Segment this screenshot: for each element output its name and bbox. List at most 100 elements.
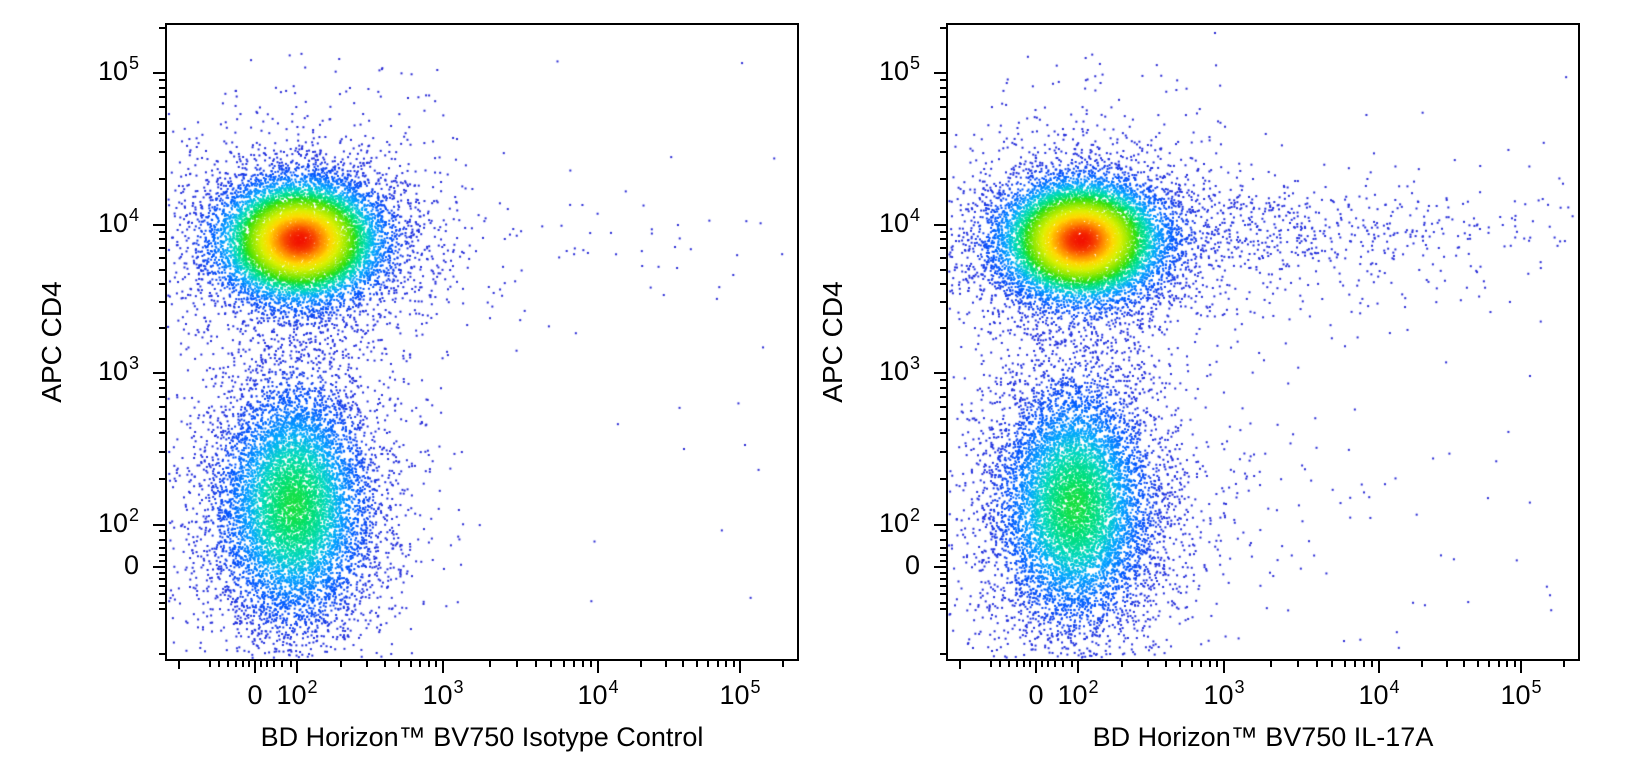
axis-tick bbox=[940, 151, 946, 154]
y-tick-label: 0 bbox=[123, 550, 139, 581]
axis-tick bbox=[1035, 661, 1037, 673]
axis-tick bbox=[442, 661, 444, 673]
axis-tick bbox=[159, 593, 165, 595]
axis-tick bbox=[254, 661, 256, 673]
axis-tick bbox=[1370, 661, 1373, 667]
axis-tick bbox=[940, 246, 946, 249]
axis-tick bbox=[589, 661, 592, 667]
tick-exponent: 2 bbox=[1088, 677, 1099, 697]
y-tick-label: 105 bbox=[97, 53, 139, 87]
axis-tick bbox=[159, 238, 165, 241]
axis-tick bbox=[266, 661, 268, 667]
axis-tick bbox=[159, 539, 165, 541]
axis-tick bbox=[1223, 661, 1225, 673]
tick-exponent: 3 bbox=[1234, 677, 1245, 697]
axis-tick bbox=[260, 661, 262, 667]
y-tick-label: 104 bbox=[97, 205, 139, 239]
axis-tick bbox=[409, 661, 412, 667]
axis-tick bbox=[398, 661, 401, 667]
axis-tick bbox=[940, 608, 946, 610]
axis-tick bbox=[427, 661, 430, 667]
axis-tick bbox=[940, 282, 946, 285]
axis-tick bbox=[990, 661, 992, 667]
axis-tick bbox=[707, 661, 710, 667]
axis-tick bbox=[940, 405, 946, 408]
plot-frame bbox=[165, 23, 799, 661]
axis-tick bbox=[1506, 661, 1509, 667]
axis-tick bbox=[159, 105, 165, 108]
y-tick-label: 105 bbox=[878, 53, 920, 87]
axis-tick bbox=[1047, 661, 1049, 667]
axis-tick bbox=[940, 230, 946, 233]
axis-tick bbox=[159, 608, 165, 610]
axis-tick bbox=[940, 560, 946, 562]
x-tick-label: 102 bbox=[276, 677, 318, 710]
axis-tick bbox=[1296, 661, 1299, 667]
axis-tick bbox=[1445, 661, 1448, 667]
axis-tick bbox=[153, 72, 165, 74]
axis-tick bbox=[227, 661, 229, 667]
axis-tick bbox=[159, 151, 165, 154]
axis-tick bbox=[159, 282, 165, 285]
axis-tick bbox=[940, 378, 946, 381]
axis-tick bbox=[159, 530, 165, 532]
axis-tick bbox=[940, 432, 946, 435]
tick-exponent: 5 bbox=[909, 53, 920, 74]
axis-tick bbox=[159, 432, 165, 435]
y-tick-label: 0 bbox=[904, 550, 920, 581]
axis-tick bbox=[999, 661, 1001, 667]
axis-tick bbox=[515, 661, 518, 667]
axis-tick bbox=[682, 661, 685, 667]
x-tick-label: 0 bbox=[1028, 680, 1044, 710]
axis-tick bbox=[1016, 661, 1018, 667]
axis-tick bbox=[1216, 661, 1219, 667]
tick-exponent: 4 bbox=[1389, 677, 1400, 697]
tick-exponent: 2 bbox=[307, 677, 318, 697]
tick-exponent: 5 bbox=[1531, 677, 1542, 697]
axis-tick bbox=[1179, 661, 1182, 667]
axis-tick bbox=[178, 661, 180, 669]
axis-tick bbox=[940, 178, 946, 181]
axis-tick bbox=[1520, 661, 1522, 673]
axis-tick bbox=[1208, 661, 1211, 667]
axis-tick bbox=[1488, 661, 1491, 667]
axis-tick bbox=[159, 378, 165, 381]
axis-tick bbox=[435, 661, 438, 667]
axis-tick bbox=[1190, 661, 1193, 667]
axis-tick bbox=[562, 661, 565, 667]
tick-exponent: 3 bbox=[453, 677, 464, 697]
axis-tick bbox=[1146, 661, 1149, 667]
axis-tick bbox=[248, 661, 250, 667]
axis-tick bbox=[940, 547, 946, 549]
axis-tick bbox=[940, 585, 946, 587]
axis-tick bbox=[159, 560, 165, 562]
x-tick-label: 104 bbox=[577, 677, 619, 710]
axis-tick bbox=[159, 327, 165, 330]
axis-tick bbox=[1513, 661, 1516, 667]
axis-tick bbox=[940, 327, 946, 330]
axis-tick bbox=[1071, 661, 1073, 667]
axis-tick bbox=[940, 105, 946, 108]
axis-tick bbox=[159, 602, 165, 604]
axis-tick bbox=[717, 661, 719, 667]
axis-tick bbox=[934, 72, 946, 74]
axis-tick bbox=[1041, 661, 1043, 667]
axis-tick bbox=[940, 578, 946, 580]
axis-tick bbox=[1200, 661, 1203, 667]
x-tick-label: 105 bbox=[1500, 677, 1542, 710]
axis-tick bbox=[235, 661, 237, 667]
y-tick-label: 104 bbox=[878, 205, 920, 239]
axis-tick bbox=[940, 417, 946, 420]
axis-tick bbox=[732, 661, 735, 667]
axis-tick bbox=[940, 132, 946, 135]
axis-tick bbox=[940, 478, 946, 481]
x-tick-label: 103 bbox=[422, 677, 464, 710]
axis-tick bbox=[940, 268, 946, 271]
x-axis-title: BD Horizon™ BV750 Isotype Control bbox=[260, 722, 704, 752]
tick-exponent: 2 bbox=[128, 505, 139, 526]
axis-tick bbox=[159, 585, 165, 587]
axis-tick bbox=[639, 661, 642, 667]
axis-tick bbox=[940, 539, 946, 541]
axis-tick bbox=[273, 661, 275, 667]
